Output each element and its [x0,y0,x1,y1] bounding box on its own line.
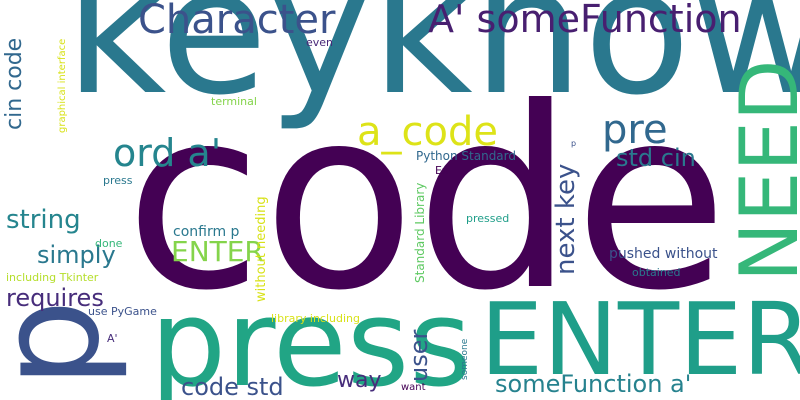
word-without-needing: without needing [254,196,269,302]
word-done: done [95,237,123,250]
word-keyknow: keyknow [65,0,800,134]
word-next-key: next key [551,163,581,275]
word-ex: Ex [435,164,449,177]
word-somefunction-a: someFunction a' [495,370,692,398]
word-enter-small: ENTER [171,235,264,268]
word-a-apostrophe: A' [107,332,118,345]
word-pre: pre [602,107,668,153]
word-user: user [405,329,433,382]
word-someone: someone [460,338,470,380]
word-cin-code: cin code [2,37,27,130]
word-character: Character [138,0,336,43]
word-including-tkinter: including Tkinter [6,271,99,284]
word-press-small: press [103,174,133,187]
word-code-std: code std [181,373,284,400]
word-standard-library: Standard Library [413,182,427,283]
word-pushed-without: pushed without [609,246,718,262]
word-a-somefunction: A' someFunction [428,0,742,41]
word-press-large: press [150,275,472,400]
word-terminal: terminal [211,95,257,108]
word-library-including: library including [271,312,360,325]
word-confirm-p: confirm p [173,224,240,240]
word-p-tiny: p [571,139,577,148]
word-a-code: a_code [357,109,498,155]
word-graphical-interface: graphical interface [57,38,68,133]
word-simply: simply [37,241,116,269]
word-pressed: pressed [466,212,510,225]
word-ord-a: ord a' [113,131,222,175]
word-use-pygame: use PyGame [88,305,157,318]
word-enter-large: ENTER [480,281,800,398]
word-even: even [306,36,334,49]
word-requires: requires [6,284,104,312]
word-need: NEED [723,59,800,282]
word-python-standard: Python Standard [416,149,517,163]
word-want: want [401,382,426,393]
word-string: string [6,205,81,235]
word-obtained: obtained [632,266,681,279]
word-code: code [125,54,728,345]
word-way: way [337,368,382,393]
word-std-cin: std cin [616,144,696,172]
